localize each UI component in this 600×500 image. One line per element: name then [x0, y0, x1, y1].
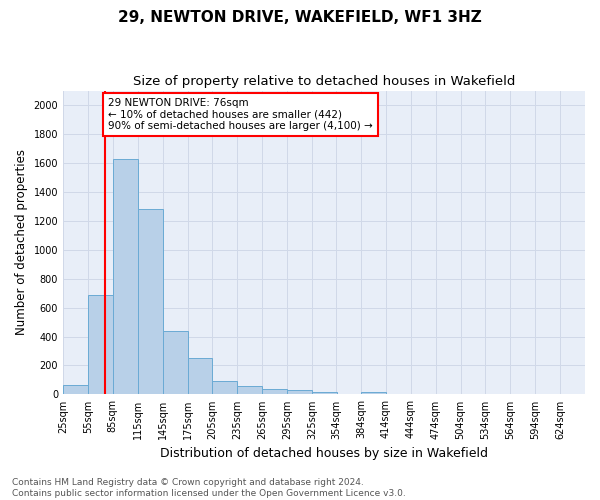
Bar [88, 294, 113, 394]
Bar [138, 209, 163, 394]
Text: Contains HM Land Registry data © Crown copyright and database right 2024.
Contai: Contains HM Land Registry data © Crown c… [12, 478, 406, 498]
Title: Size of property relative to detached houses in Wakefield: Size of property relative to detached ho… [133, 75, 515, 88]
Bar [238, 386, 262, 394]
Text: 29, NEWTON DRIVE, WAKEFIELD, WF1 3HZ: 29, NEWTON DRIVE, WAKEFIELD, WF1 3HZ [118, 10, 482, 25]
Bar [113, 158, 138, 394]
Bar [262, 388, 287, 394]
Text: 29 NEWTON DRIVE: 76sqm
← 10% of detached houses are smaller (442)
90% of semi-de: 29 NEWTON DRIVE: 76sqm ← 10% of detached… [108, 98, 373, 131]
Bar [361, 392, 386, 394]
Bar [63, 385, 88, 394]
Bar [163, 331, 188, 394]
X-axis label: Distribution of detached houses by size in Wakefield: Distribution of detached houses by size … [160, 447, 488, 460]
Bar [312, 392, 337, 394]
Bar [287, 390, 312, 394]
Bar [212, 382, 238, 394]
Bar [188, 358, 212, 394]
Y-axis label: Number of detached properties: Number of detached properties [15, 150, 28, 336]
